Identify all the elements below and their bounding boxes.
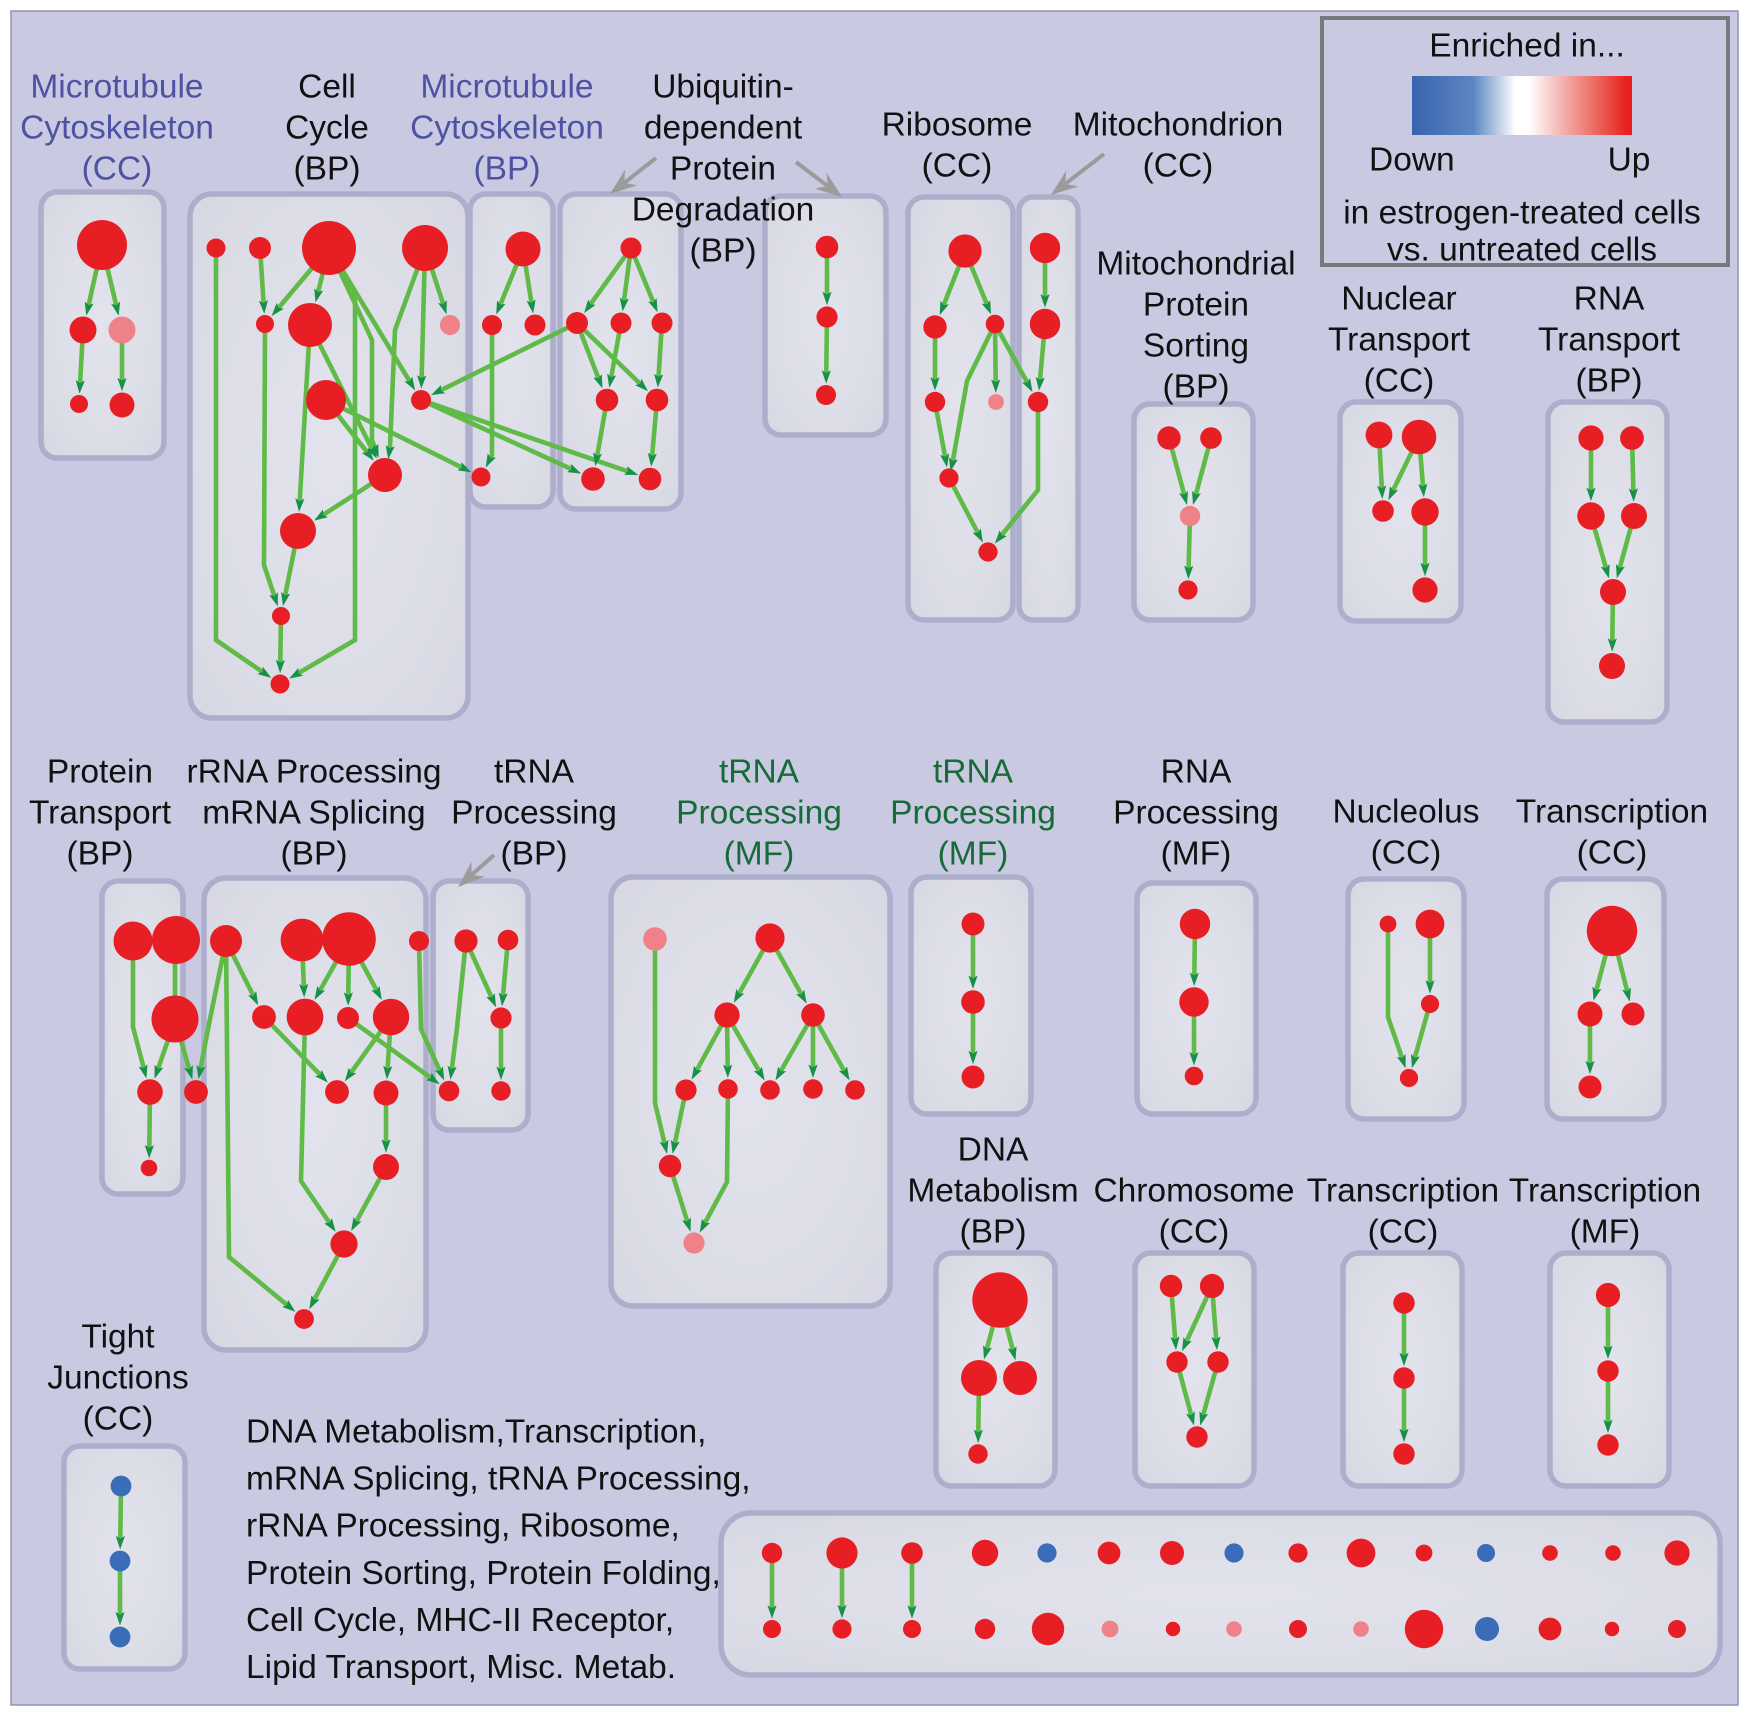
svg-text:(CC): (CC) bbox=[1371, 835, 1442, 872]
svg-text:(CC): (CC) bbox=[83, 1401, 154, 1438]
svg-text:Microtubule: Microtubule bbox=[420, 69, 593, 106]
svg-text:Cell: Cell bbox=[298, 69, 356, 106]
svg-text:rRNA Processing, Ribosome,: rRNA Processing, Ribosome, bbox=[246, 1508, 680, 1545]
svg-text:(MF): (MF) bbox=[724, 836, 795, 873]
svg-text:Processing: Processing bbox=[890, 795, 1056, 832]
svg-text:Ribosome: Ribosome bbox=[882, 107, 1033, 144]
svg-text:RNA: RNA bbox=[1574, 281, 1645, 318]
svg-text:Transport: Transport bbox=[1328, 322, 1471, 359]
svg-text:Nuclear: Nuclear bbox=[1341, 281, 1456, 318]
svg-text:Protein: Protein bbox=[1143, 287, 1249, 324]
svg-text:Down: Down bbox=[1369, 142, 1455, 179]
svg-text:Sorting: Sorting bbox=[1143, 328, 1249, 365]
svg-text:Junctions: Junctions bbox=[47, 1360, 189, 1397]
svg-text:in estrogen-treated cells: in estrogen-treated cells bbox=[1343, 195, 1701, 232]
svg-text:Ubiquitin-: Ubiquitin- bbox=[652, 69, 794, 106]
svg-text:(BP): (BP) bbox=[294, 151, 361, 188]
svg-text:(BP): (BP) bbox=[960, 1214, 1027, 1251]
svg-text:(BP): (BP) bbox=[281, 836, 348, 873]
svg-text:tRNA: tRNA bbox=[494, 754, 575, 791]
svg-text:Processing: Processing bbox=[1113, 795, 1279, 832]
svg-text:Cytoskeleton: Cytoskeleton bbox=[410, 110, 604, 147]
svg-text:DNA Metabolism,Transcription,: DNA Metabolism,Transcription, bbox=[246, 1414, 706, 1451]
svg-text:(BP): (BP) bbox=[474, 151, 541, 188]
svg-text:Transcription: Transcription bbox=[1516, 794, 1708, 831]
svg-text:Protein: Protein bbox=[47, 754, 153, 791]
svg-text:(BP): (BP) bbox=[1576, 363, 1643, 400]
svg-text:Nucleolus: Nucleolus bbox=[1332, 794, 1479, 831]
svg-text:Microtubule: Microtubule bbox=[30, 69, 203, 106]
svg-text:Metabolism: Metabolism bbox=[907, 1173, 1078, 1210]
svg-text:Cycle: Cycle bbox=[285, 110, 369, 147]
svg-text:(MF): (MF) bbox=[1570, 1214, 1641, 1251]
svg-text:Up: Up bbox=[1608, 142, 1651, 179]
svg-text:Chromosome: Chromosome bbox=[1093, 1173, 1294, 1210]
svg-text:Transport: Transport bbox=[1538, 322, 1681, 359]
svg-text:Degradation: Degradation bbox=[632, 192, 815, 229]
svg-text:vs. untreated cells: vs. untreated cells bbox=[1387, 232, 1657, 269]
svg-text:(CC): (CC) bbox=[922, 148, 993, 185]
svg-text:DNA: DNA bbox=[958, 1132, 1029, 1169]
svg-text:(CC): (CC) bbox=[1143, 148, 1214, 185]
svg-text:Mitochondrial: Mitochondrial bbox=[1096, 246, 1295, 283]
svg-text:(BP): (BP) bbox=[501, 836, 568, 873]
svg-text:Cytoskeleton: Cytoskeleton bbox=[20, 110, 214, 147]
svg-text:Enriched in...: Enriched in... bbox=[1429, 28, 1625, 65]
svg-text:(CC): (CC) bbox=[1577, 835, 1648, 872]
svg-text:mRNA Splicing: mRNA Splicing bbox=[202, 795, 425, 832]
svg-text:(BP): (BP) bbox=[67, 836, 134, 873]
svg-text:Protein Sorting, Protein Foldi: Protein Sorting, Protein Folding, bbox=[246, 1555, 721, 1592]
svg-text:Transcription: Transcription bbox=[1509, 1173, 1701, 1210]
svg-text:(CC): (CC) bbox=[1364, 363, 1435, 400]
svg-text:Transcription: Transcription bbox=[1307, 1173, 1499, 1210]
svg-text:(CC): (CC) bbox=[1159, 1214, 1230, 1251]
svg-text:rRNA Processing: rRNA Processing bbox=[186, 754, 441, 791]
svg-text:Tight: Tight bbox=[81, 1319, 155, 1356]
svg-text:Transport: Transport bbox=[29, 795, 172, 832]
svg-text:(MF): (MF) bbox=[938, 836, 1009, 873]
svg-text:Mitochondrion: Mitochondrion bbox=[1073, 107, 1283, 144]
svg-text:Processing: Processing bbox=[676, 795, 842, 832]
svg-text:Lipid Transport, Misc. Metab.: Lipid Transport, Misc. Metab. bbox=[246, 1649, 676, 1686]
svg-text:Processing: Processing bbox=[451, 795, 617, 832]
svg-text:(CC): (CC) bbox=[1368, 1214, 1439, 1251]
svg-text:Protein: Protein bbox=[670, 151, 776, 188]
svg-text:(MF): (MF) bbox=[1161, 836, 1232, 873]
svg-text:(BP): (BP) bbox=[1163, 369, 1230, 406]
svg-text:(BP): (BP) bbox=[690, 233, 757, 270]
svg-text:tRNA: tRNA bbox=[933, 754, 1014, 791]
svg-text:mRNA Splicing, tRNA Processing: mRNA Splicing, tRNA Processing, bbox=[246, 1461, 751, 1498]
svg-text:(CC): (CC) bbox=[82, 151, 153, 188]
svg-text:Cell Cycle, MHC-II Receptor,: Cell Cycle, MHC-II Receptor, bbox=[246, 1602, 674, 1639]
svg-text:tRNA: tRNA bbox=[719, 754, 800, 791]
svg-text:RNA: RNA bbox=[1161, 754, 1232, 791]
svg-text:dependent: dependent bbox=[644, 110, 803, 147]
